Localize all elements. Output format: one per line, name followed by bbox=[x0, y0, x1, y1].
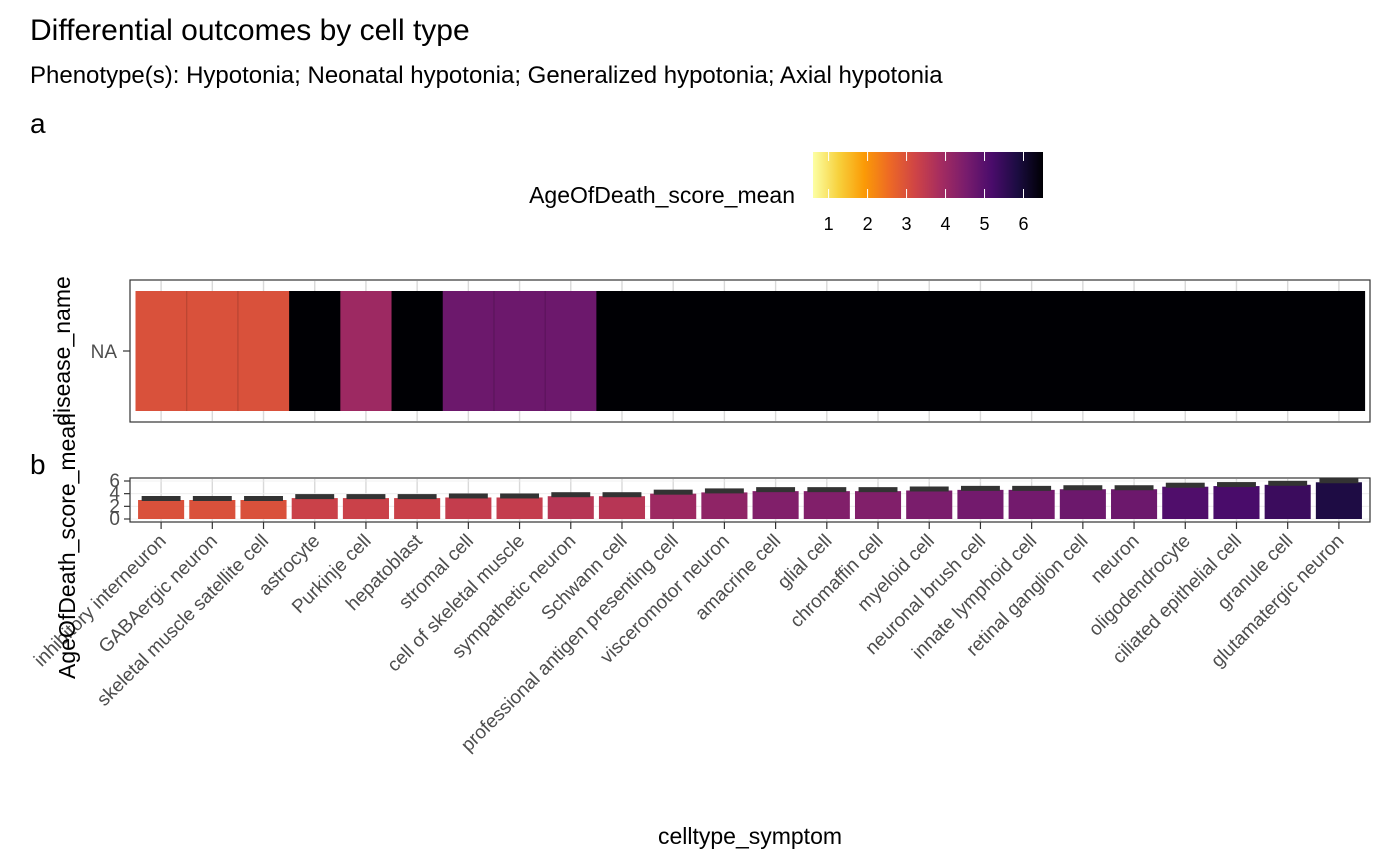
heatmap-y-axis-title: disease_name bbox=[49, 276, 75, 426]
heatmap-tile bbox=[1262, 291, 1314, 411]
bar bbox=[445, 497, 492, 519]
bar-y-tick-label: 0 bbox=[109, 509, 120, 530]
heatmap-tile bbox=[698, 291, 751, 411]
heatmap-tile bbox=[1313, 291, 1366, 411]
bar-mean-marker bbox=[346, 494, 386, 500]
legend-title: AgeOfDeath_score_mean bbox=[529, 182, 795, 208]
bar-mean-marker bbox=[1268, 480, 1308, 486]
bar-mean-marker bbox=[1165, 482, 1205, 488]
bar bbox=[1162, 486, 1209, 519]
bar bbox=[1264, 484, 1311, 519]
bar-mean-marker bbox=[448, 493, 488, 499]
bar-y-tick-label: 2 bbox=[109, 496, 120, 517]
bar-y-axis-title: AgeOfDeath_score_mean bbox=[54, 413, 80, 679]
heatmap-tile bbox=[1108, 291, 1161, 411]
bar bbox=[291, 498, 338, 519]
heatmap-tile bbox=[1210, 291, 1263, 411]
bar bbox=[650, 493, 697, 519]
bar-mean-marker bbox=[1319, 478, 1359, 484]
bar bbox=[240, 500, 287, 519]
bar-y-tick-label: 4 bbox=[109, 484, 120, 505]
bar-mean-marker bbox=[1217, 482, 1256, 488]
legend-tick-label: 6 bbox=[1019, 214, 1029, 234]
heatmap-tile bbox=[391, 291, 444, 411]
bar-mean-marker bbox=[756, 487, 796, 493]
bar bbox=[394, 498, 441, 519]
bar bbox=[854, 491, 902, 519]
panel-a-tag: a bbox=[30, 108, 46, 139]
bar-y-tick-label: 6 bbox=[109, 471, 120, 492]
bar bbox=[1059, 489, 1106, 519]
heatmap-tile bbox=[1006, 291, 1058, 411]
color-legend: AgeOfDeath_score_mean 1 2 3 4 5 6 bbox=[529, 152, 1043, 234]
heatmap-tile bbox=[954, 291, 1007, 411]
bar-mean-marker bbox=[602, 492, 642, 498]
bar-mean-marker bbox=[244, 496, 283, 501]
bar-mean-marker bbox=[909, 486, 949, 492]
heatmap-tile bbox=[1159, 291, 1212, 411]
bar bbox=[1111, 489, 1158, 519]
bar-mean-marker bbox=[1063, 485, 1103, 491]
heatmap-tile bbox=[852, 291, 905, 411]
bar-mean-marker bbox=[704, 488, 744, 494]
legend-tick-label: 1 bbox=[824, 214, 834, 234]
bar-mean-marker bbox=[1114, 485, 1154, 491]
bar-mean-marker bbox=[1012, 485, 1052, 491]
heatmap-tile bbox=[493, 291, 546, 411]
heatmap-tile bbox=[442, 291, 495, 411]
bar-mean-marker bbox=[397, 494, 437, 500]
bar-mean-marker bbox=[653, 489, 693, 495]
bar bbox=[598, 496, 646, 519]
heatmap-tile bbox=[596, 291, 649, 411]
bar bbox=[547, 496, 594, 519]
heatmap-tile bbox=[340, 291, 393, 411]
heatmap-tile bbox=[903, 291, 956, 411]
bar-mean-marker bbox=[807, 487, 847, 493]
chart-title: Differential outcomes by cell type bbox=[30, 14, 470, 47]
legend-tick-label: 5 bbox=[980, 214, 990, 234]
panel-b-tag: b bbox=[30, 449, 46, 480]
bar-mean-marker bbox=[141, 496, 181, 501]
bar-mean-marker bbox=[192, 496, 232, 501]
heatmap-tile bbox=[289, 291, 341, 411]
heatmap-tile bbox=[801, 291, 854, 411]
bar-mean-marker bbox=[551, 492, 591, 498]
heatmap-tile bbox=[135, 291, 188, 411]
legend-colorbar bbox=[813, 152, 1043, 198]
bar-mean-marker bbox=[500, 493, 540, 499]
heatmap-tile bbox=[186, 291, 239, 411]
bar bbox=[189, 500, 236, 519]
bar bbox=[1315, 482, 1362, 519]
bar bbox=[701, 492, 748, 519]
chart-subtitle: Phenotype(s): Hypotonia; Neonatal hypoto… bbox=[30, 62, 943, 89]
legend-tick-label: 3 bbox=[902, 214, 912, 234]
bar-mean-marker bbox=[960, 485, 1000, 491]
heatmap-y-tick-label: NA bbox=[91, 342, 118, 363]
legend-tick-label: 2 bbox=[863, 214, 873, 234]
bar bbox=[1213, 486, 1260, 519]
bar bbox=[957, 489, 1004, 519]
heatmap-tile bbox=[750, 291, 802, 411]
heatmap-tile bbox=[545, 291, 597, 411]
legend-tick-label: 4 bbox=[941, 214, 951, 234]
bar-mean-marker bbox=[858, 487, 898, 493]
bar bbox=[138, 500, 185, 519]
bar bbox=[803, 491, 850, 519]
bar bbox=[496, 497, 543, 519]
heatmap-tile bbox=[237, 291, 290, 411]
heatmap-tile bbox=[1057, 291, 1110, 411]
bar bbox=[752, 491, 799, 519]
bar-x-axis-title: celltype_symptom bbox=[658, 823, 842, 849]
bar bbox=[342, 498, 389, 519]
bar bbox=[1008, 489, 1055, 519]
heatmap-panel: NA disease_name bbox=[49, 276, 1371, 426]
bar-mean-marker bbox=[295, 494, 335, 500]
bar bbox=[906, 490, 953, 519]
heatmap-tile bbox=[647, 291, 700, 411]
